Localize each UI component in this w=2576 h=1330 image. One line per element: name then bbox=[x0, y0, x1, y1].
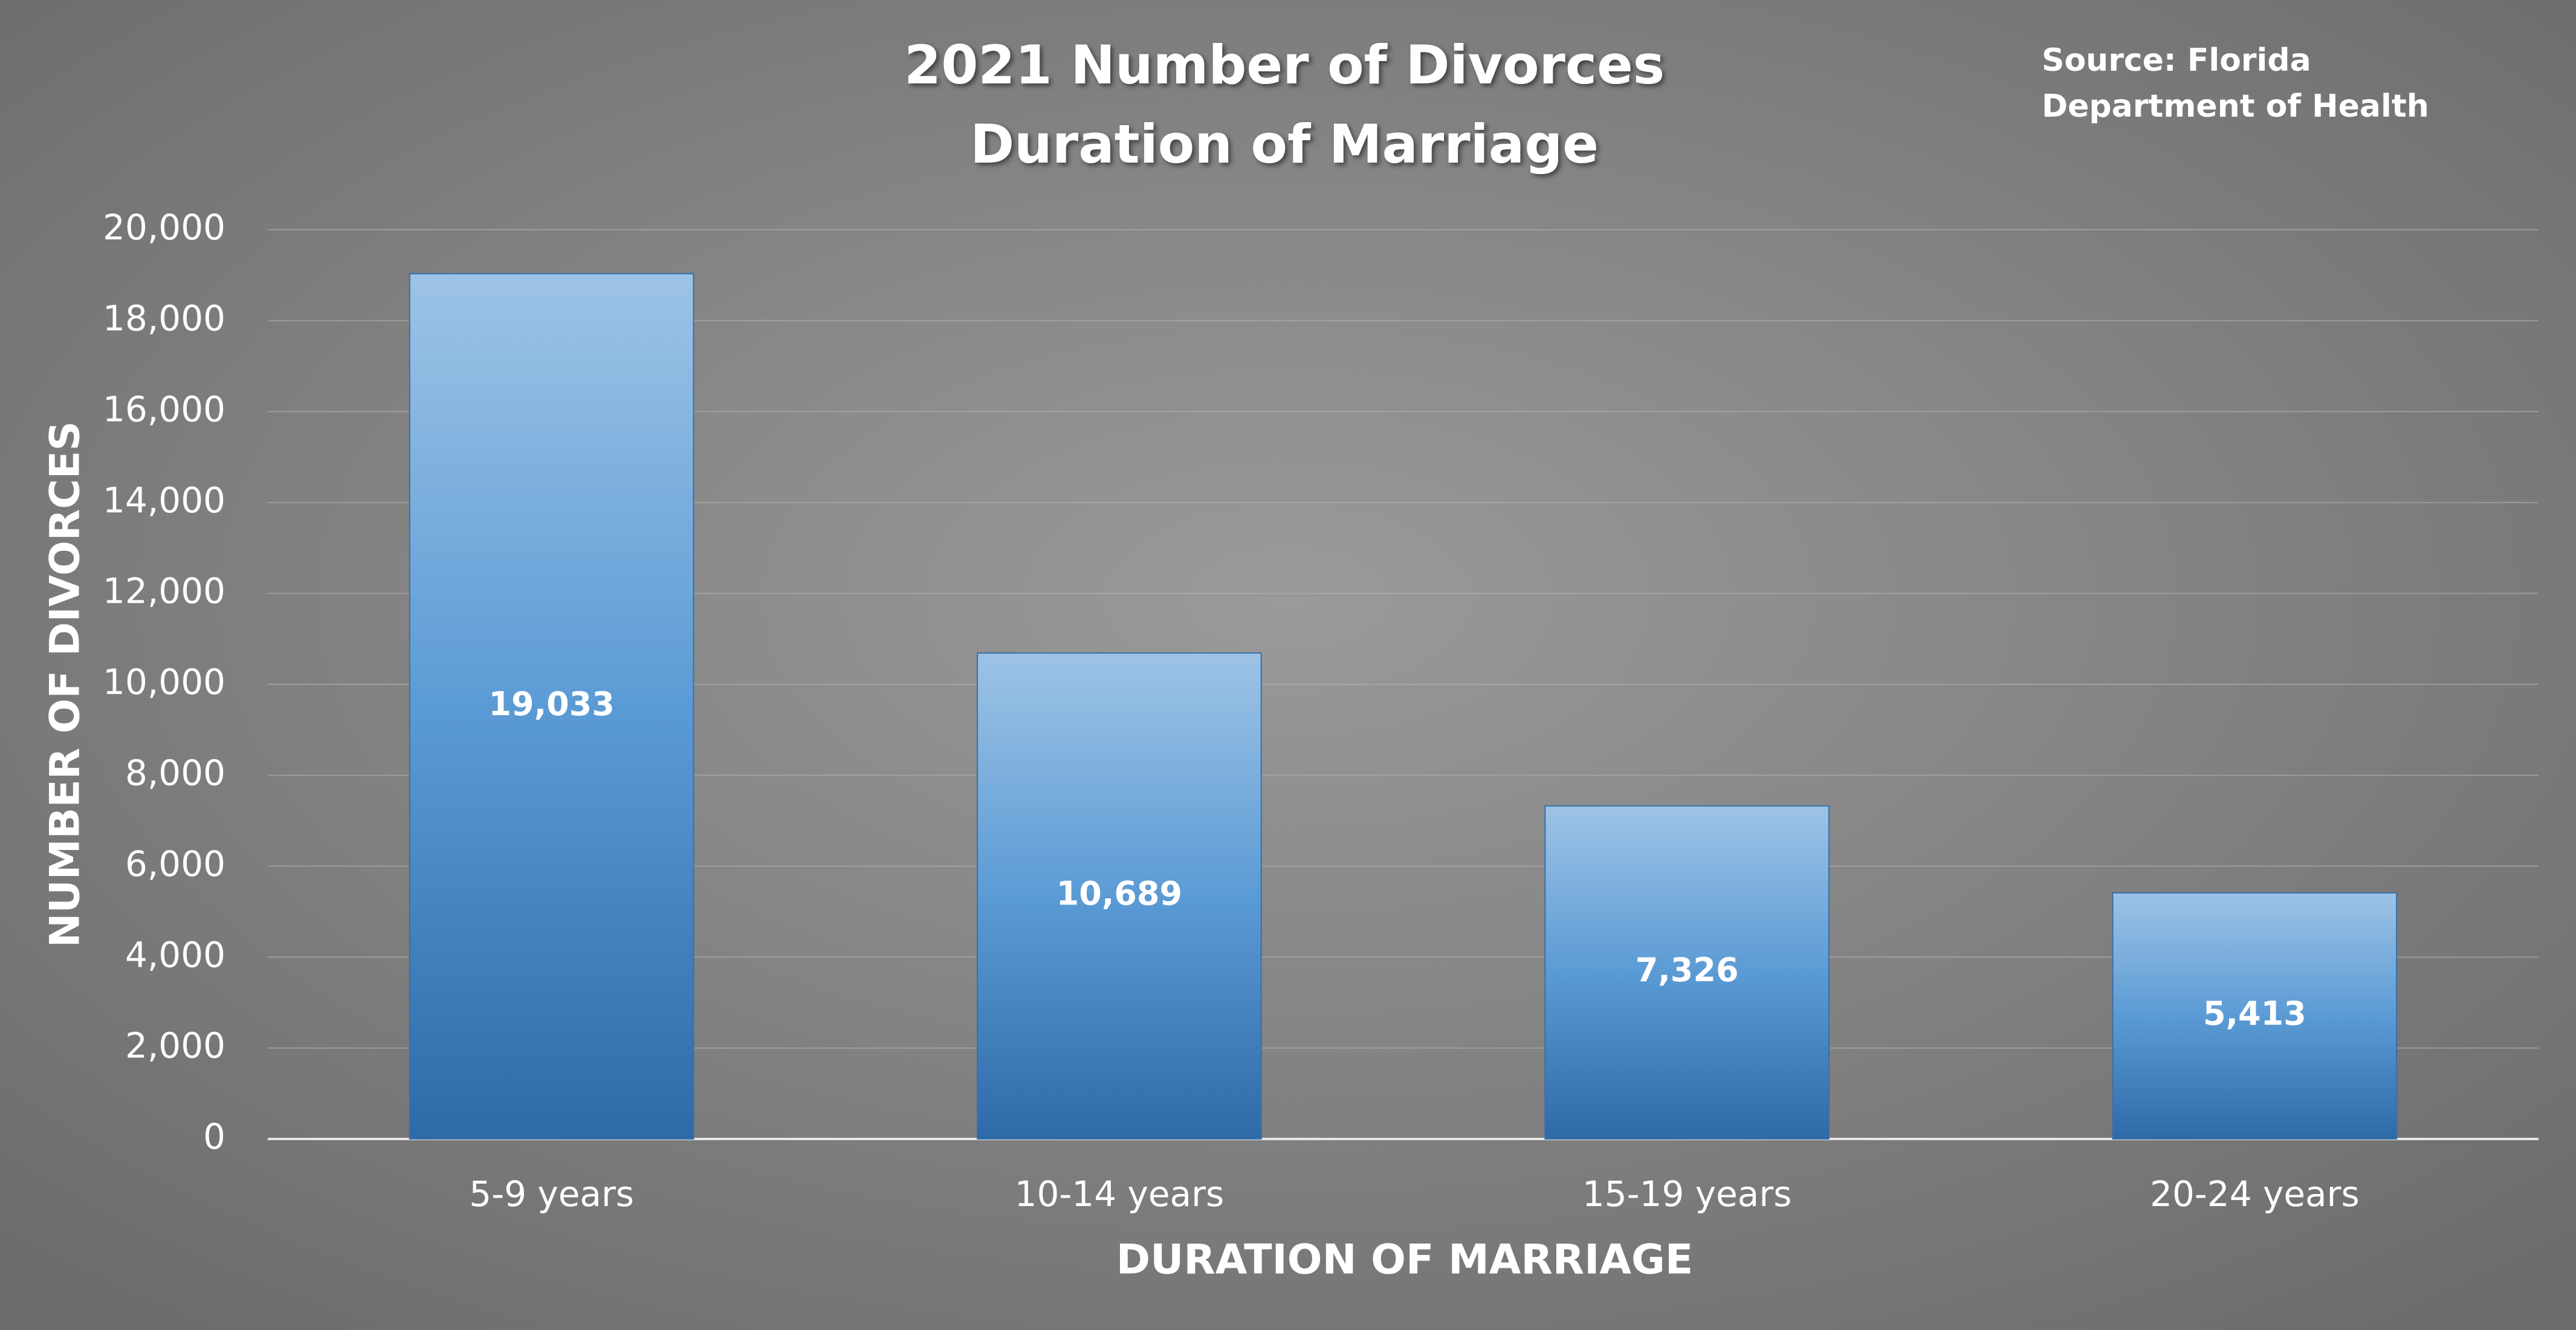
bar bbox=[977, 652, 1262, 1140]
y-axis-title: NUMBER OF DIVORCES bbox=[42, 421, 89, 948]
y-tick-label: 2,000 bbox=[125, 1025, 225, 1066]
x-axis-title: DURATION OF MARRIAGE bbox=[1116, 1236, 1694, 1284]
y-tick-label: 14,000 bbox=[103, 479, 225, 521]
x-tick-label: 5-9 years bbox=[469, 1173, 634, 1215]
x-tick-label: 20-24 years bbox=[2150, 1173, 2360, 1215]
y-tick-label: 12,000 bbox=[103, 571, 225, 612]
bar bbox=[1544, 805, 1830, 1140]
bar bbox=[409, 273, 694, 1140]
value-label: 7,326 bbox=[1636, 951, 1739, 989]
y-tick-label: 16,000 bbox=[103, 389, 225, 430]
x-tick-label: 15-19 years bbox=[1582, 1173, 1792, 1215]
y-tick-label: 10,000 bbox=[103, 661, 225, 702]
chart-title: 2021 Number of Divorces bbox=[904, 34, 1665, 96]
y-tick-label: 4,000 bbox=[125, 934, 225, 975]
y-tick-label: 8,000 bbox=[125, 753, 225, 794]
bar bbox=[2112, 892, 2398, 1140]
value-label: 5,413 bbox=[2203, 994, 2306, 1033]
source-note: Source: Florida bbox=[2042, 42, 2311, 79]
source-note: Department of Health bbox=[2042, 88, 2429, 125]
chart-title: Duration of Marriage bbox=[970, 113, 1599, 175]
y-tick-label: 0 bbox=[203, 1116, 225, 1157]
y-tick-label: 18,000 bbox=[103, 298, 225, 339]
y-tick-label: 6,000 bbox=[125, 843, 225, 884]
x-tick-label: 10-14 years bbox=[1015, 1173, 1225, 1215]
value-label: 19,033 bbox=[488, 685, 614, 723]
y-tick-label: 20,000 bbox=[103, 207, 225, 248]
value-label: 10,689 bbox=[1057, 875, 1182, 913]
